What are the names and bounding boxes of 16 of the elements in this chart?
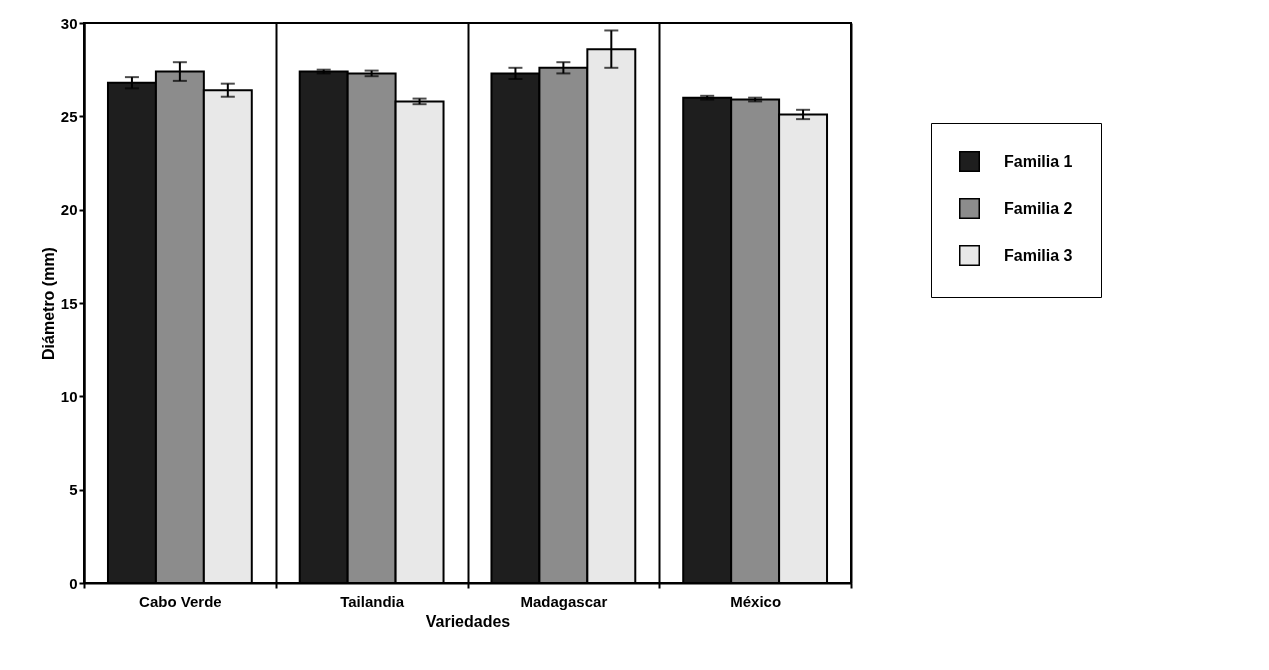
y-tick-label: 10 (60, 387, 78, 405)
legend-label: Familia 3 (1004, 246, 1073, 264)
x-axis-title: Variedades (425, 612, 511, 630)
y-tick-label: 20 (60, 201, 78, 219)
y-tick-label: 15 (60, 294, 78, 312)
x-tick-label: Madagascar (520, 592, 608, 610)
x-tick-label: Cabo Verde (139, 592, 222, 610)
y-tick-label: 30 (60, 14, 78, 32)
y-tick-label: 0 (69, 574, 78, 592)
legend-label: Familia 1 (1004, 152, 1073, 170)
y-tick-label: 5 (69, 481, 78, 499)
x-tick-label: México (730, 592, 782, 610)
legend-label: Familia 2 (1004, 199, 1073, 217)
y-tick-label: 25 (60, 107, 78, 125)
y-axis-title: Diámetro (mm) (39, 247, 57, 360)
x-tick-label: Tailandia (340, 592, 405, 610)
